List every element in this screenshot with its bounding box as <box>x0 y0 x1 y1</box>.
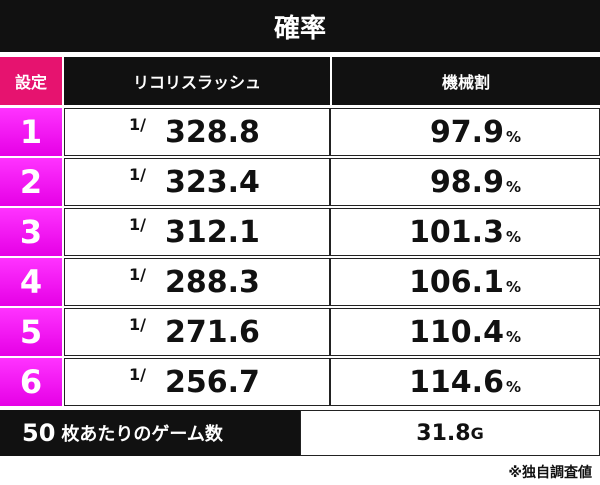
setting-cell: 4 <box>0 258 62 306</box>
footer-value-box: 31.8 G <box>300 410 600 456</box>
probability-cell: 1/288.3 <box>64 258 330 306</box>
payout-wrap: 98.9% <box>430 165 521 200</box>
setting: 1 <box>19 113 43 151</box>
setting: 3 <box>19 213 43 251</box>
setting: 6 <box>19 363 43 401</box>
payout-unit: % <box>505 378 521 396</box>
payout-unit: % <box>505 178 521 196</box>
payout-wrap: 114.6% <box>409 365 521 400</box>
probability-cell: 1/312.1 <box>64 208 330 256</box>
setting-cell: 1 <box>0 108 62 156</box>
setting: 4 <box>19 263 43 301</box>
setting-cell: 6 <box>0 358 62 406</box>
probability-cell: 1/323.4 <box>64 158 330 206</box>
payout: 114.6 <box>409 365 504 400</box>
payout: 101.3 <box>409 215 504 250</box>
payout: 98.9 <box>429 165 504 200</box>
payout-cell: 110.4% <box>330 308 600 356</box>
probability: 328.8 <box>165 115 260 150</box>
payout-cell: 101.3% <box>330 208 600 256</box>
payout-unit: % <box>505 328 521 346</box>
probability: 271.6 <box>165 315 260 350</box>
probability: 288.3 <box>165 265 260 300</box>
footer-unit: G <box>470 423 484 443</box>
footer-label: 枚あたりのゲーム数 <box>61 424 223 445</box>
setting-cell: 3 <box>0 208 62 256</box>
payout-wrap: 101.3% <box>409 215 521 250</box>
probability-cell: 1/271.6 <box>64 308 330 356</box>
payout-cell: 97.9% <box>330 108 600 156</box>
payout-wrap: 97.9% <box>430 115 521 150</box>
payout: 106.1 <box>409 265 504 300</box>
payout-wrap: 106.1% <box>409 265 521 300</box>
note: ※独自調査値 <box>508 465 592 481</box>
probability-prefix: 1/ <box>129 115 146 134</box>
payout-wrap: 110.4% <box>409 315 521 350</box>
payout-cell: 106.1% <box>330 258 600 306</box>
header-setting: 設定 <box>0 57 62 105</box>
payout: 110.4 <box>409 315 504 350</box>
header-payout: 機械割 <box>332 57 600 105</box>
header-probability: リコリスラッシュ <box>64 57 330 105</box>
probability-prefix: 1/ <box>129 315 146 334</box>
probability-prefix: 1/ <box>129 165 146 184</box>
payout: 97.9 <box>429 115 504 150</box>
probability-prefix: 1/ <box>129 215 146 234</box>
setting: 5 <box>19 313 43 351</box>
probability: 312.1 <box>165 215 260 250</box>
probability-cell: 1/256.7 <box>64 358 330 406</box>
footer-label-box: 50 枚あたりのゲーム数 <box>0 410 300 456</box>
payout-cell: 98.9% <box>330 158 600 206</box>
probability-cell: 1/328.8 <box>64 108 330 156</box>
payout-unit: % <box>505 128 521 146</box>
payout-cell: 114.6% <box>330 358 600 406</box>
footer-value: 31.8 <box>416 420 471 446</box>
setting: 2 <box>19 163 43 201</box>
setting-cell: 2 <box>0 158 62 206</box>
footer-count: 50 <box>22 419 56 447</box>
title: 確率 <box>0 0 600 52</box>
probability-prefix: 1/ <box>129 365 146 384</box>
payout-unit: % <box>505 228 521 246</box>
payout-unit: % <box>505 278 521 296</box>
setting-cell: 5 <box>0 308 62 356</box>
probability: 256.7 <box>165 365 260 400</box>
probability-prefix: 1/ <box>129 265 146 284</box>
probability: 323.4 <box>165 165 260 200</box>
